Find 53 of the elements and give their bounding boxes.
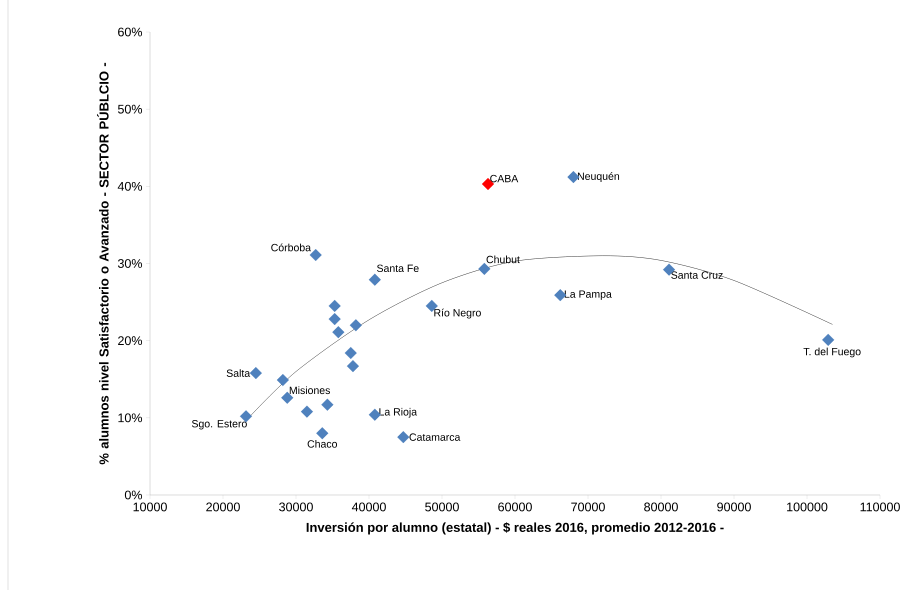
x-tick-label: 20000 (206, 502, 240, 512)
annotation: Neuquén (578, 172, 620, 182)
x-tick-label: 30000 (279, 502, 313, 512)
annotation: T. del Fuego (804, 348, 861, 358)
point (316, 427, 328, 440)
point (310, 248, 322, 262)
y-tick-label: 50% (118, 104, 142, 114)
x-tick-label: 40000 (352, 502, 386, 512)
annotation: Río Negro (434, 308, 481, 319)
annotation: Santa Cruz (671, 271, 723, 279)
point (321, 398, 334, 411)
x-tick-label: 10000 (134, 502, 167, 512)
x-tick-label: 70000 (571, 502, 605, 512)
annotation: Misiones (290, 386, 330, 394)
point (344, 346, 357, 360)
x-tick-label: 60000 (498, 502, 532, 512)
annotation: Salta (226, 369, 250, 377)
y-tick-label: 60% (118, 28, 142, 36)
annotation: La Pampa (564, 290, 612, 300)
y-tick-label: 30% (118, 259, 142, 268)
point (397, 431, 410, 444)
x-tick-label: 100000 (787, 502, 828, 512)
point (822, 334, 834, 346)
point (332, 326, 344, 338)
y-tick-label: 20% (118, 336, 142, 346)
x-tick-label: 80000 (644, 502, 678, 512)
point (554, 289, 566, 302)
point (328, 312, 341, 326)
x-tick-label: 90000 (717, 502, 751, 512)
annotation: Catamarca (410, 433, 460, 441)
x-tick-label: 110000 (860, 502, 900, 512)
annotation: CABA (490, 174, 518, 182)
point (350, 319, 362, 332)
y-tick-label: 10% (118, 413, 142, 422)
point (368, 274, 381, 286)
annotation: Sgo. Estero (192, 420, 247, 430)
y-tick-label: 40% (118, 182, 142, 191)
x-axis-title: Inversión por alumno (estatal) - $ reales 2016, promedio 2012-2016 - (306, 522, 724, 535)
point (250, 366, 262, 380)
point (328, 300, 341, 312)
point (478, 262, 490, 276)
x-tick-label: 50000 (425, 502, 459, 512)
point (300, 406, 314, 418)
annotation: Santa Fe (377, 264, 419, 272)
point (346, 360, 360, 372)
annotation: Chaco (308, 440, 338, 448)
y-tick-label: 0% (124, 490, 142, 500)
annotation: Córboba (271, 243, 312, 252)
annotation: La Rioja (379, 408, 418, 418)
point (368, 408, 381, 421)
y-axis-title: % alumnos nivel Satisfactorio o Avanzado - SECTOR PÚBLCIO - (96, 62, 109, 464)
point (276, 374, 289, 386)
annotation: Chubut (486, 255, 520, 264)
